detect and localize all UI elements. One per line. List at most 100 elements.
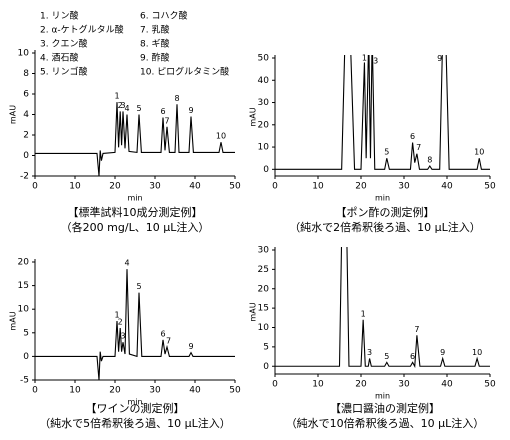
x-tick-label: 50 — [229, 182, 241, 192]
x-tick-label: 30 — [149, 386, 161, 396]
x-tick-label: 10 — [312, 182, 324, 192]
caption: （各200 mg/L、10 μL注入） — [61, 220, 210, 234]
y-tick-label: 0 — [23, 352, 29, 362]
y-tick-label: 30 — [258, 246, 270, 256]
x-tick-label: 50 — [484, 182, 496, 192]
y-tick-label: 0 — [23, 151, 29, 161]
y-tick-label: 2 — [23, 131, 29, 141]
legend-entry: 9. 酢酸 — [140, 52, 169, 64]
peak-label: 10 — [472, 348, 482, 357]
peak-label: 8 — [427, 155, 432, 164]
x-axis-label: min — [127, 194, 142, 203]
x-axis-label: min — [375, 392, 390, 401]
x-tick-label: 20 — [109, 386, 121, 396]
peak-label: 6 — [410, 132, 415, 141]
peak-label: 4 — [124, 104, 129, 113]
x-axis-label: min — [375, 194, 390, 203]
y-tick-label: 5 — [263, 342, 269, 352]
y-axis-label: mAU — [9, 311, 18, 330]
x-axis-label: min — [127, 398, 142, 407]
x-tick-label: 10 — [69, 182, 81, 192]
peak-label: 7 — [164, 116, 169, 125]
peak-label: 1 — [361, 309, 366, 318]
y-tick-label: 15 — [18, 281, 29, 291]
y-tick-label: 15 — [258, 304, 269, 314]
legend-entry: 1. リン酸 — [40, 11, 78, 22]
legend-entry: 5. リンゴ酸 — [40, 66, 87, 78]
chromatogram-trace — [275, 247, 490, 369]
peak-label: 9 — [188, 106, 193, 115]
legend-entry: 2. α-ケトグルタル酸 — [40, 24, 124, 36]
x-tick-label: 0 — [32, 182, 38, 192]
x-tick-label: 0 — [272, 182, 278, 192]
chromatogram-trace — [275, 55, 490, 170]
chart-panel: 0 5 10 15 20 25 30 0 10 20 30 40 50 min mAU 1 3 5 6 7 9 10 【濃口… — [249, 246, 496, 431]
x-tick-label: 30 — [398, 380, 410, 390]
y-tick-label: -2 — [20, 172, 29, 182]
legend-entry: 3. クエン酸 — [40, 39, 87, 50]
peak-label: 9 — [440, 348, 445, 357]
x-tick-label: 0 — [272, 380, 278, 390]
peak-label: 10 — [474, 148, 484, 157]
x-tick-label: 30 — [398, 182, 410, 192]
peak-label: 3 — [373, 56, 378, 65]
peak-label: 9 — [437, 54, 442, 63]
y-axis-label: mAU — [249, 107, 258, 126]
y-tick-label: 5 — [23, 328, 29, 338]
peak-label: 3 — [120, 332, 125, 341]
peak-label: 6 — [160, 107, 165, 116]
chart-panel: 0 10 20 30 40 50 0 10 20 30 40 50 min mAU 1 3 5 678 9 10 【ポン… — [249, 54, 496, 235]
y-tick-label: 8 — [23, 69, 29, 79]
y-tick-label: 10 — [258, 323, 270, 333]
peak-label: 1 — [362, 54, 367, 63]
legend-entry: 8. ギ酸 — [140, 39, 169, 50]
peak-label: 6 — [410, 352, 415, 361]
x-tick-label: 40 — [441, 182, 453, 192]
legend-entry: 6. コハク酸 — [140, 11, 187, 22]
x-tick-label: 10 — [312, 380, 324, 390]
peak-label: 5 — [136, 104, 141, 113]
caption: （純水で2倍希釈後ろ過、10 μL注入） — [289, 220, 481, 234]
peak-label: 8 — [174, 94, 179, 103]
x-tick-label: 0 — [32, 386, 38, 396]
caption: 【ポン酢の測定例】 — [336, 205, 435, 219]
peak-label: 5 — [384, 352, 389, 361]
y-tick-label: 10 — [18, 49, 30, 59]
y-tick-label: 20 — [258, 120, 270, 130]
caption: （純水で5倍希釈後ろ過、10 μL注入） — [39, 416, 231, 430]
y-axis-label: mAU — [9, 105, 18, 124]
caption: 【標準試料10成分測定例】 — [68, 205, 203, 219]
peak-label: 10 — [216, 132, 226, 141]
x-tick-label: 40 — [441, 380, 453, 390]
x-tick-label: 40 — [189, 386, 201, 396]
peak-label: 7 — [416, 143, 421, 152]
y-tick-label: 50 — [258, 54, 270, 64]
y-tick-label: -5 — [20, 376, 29, 386]
y-tick-label: 25 — [258, 265, 269, 275]
x-tick-label: 20 — [355, 182, 367, 192]
peak-label: 2 — [118, 318, 123, 327]
chromatogram-trace — [35, 102, 235, 176]
x-tick-label: 30 — [149, 182, 161, 192]
peak-label: 4 — [124, 259, 129, 268]
peak-label: 3 — [120, 101, 125, 110]
y-tick-label: 20 — [18, 258, 30, 268]
peak-label: 5 — [384, 148, 389, 157]
y-tick-label: 30 — [258, 98, 270, 108]
y-tick-label: 40 — [258, 76, 270, 86]
y-tick-label: 0 — [263, 362, 269, 372]
peak-label: 5 — [136, 282, 141, 291]
x-tick-label: 40 — [189, 182, 201, 192]
legend-entry: 7. 乳酸 — [140, 24, 169, 36]
caption: 【ワインの測定例】 — [86, 401, 185, 415]
y-tick-label: 20 — [258, 284, 270, 294]
legend-entry: 10. ピログルタミン酸 — [140, 66, 229, 78]
peak-label: 1 — [114, 311, 119, 320]
x-tick-label: 20 — [109, 182, 121, 192]
y-tick-label: 10 — [18, 305, 30, 315]
x-tick-label: 50 — [229, 386, 241, 396]
x-tick-label: 50 — [484, 380, 496, 390]
